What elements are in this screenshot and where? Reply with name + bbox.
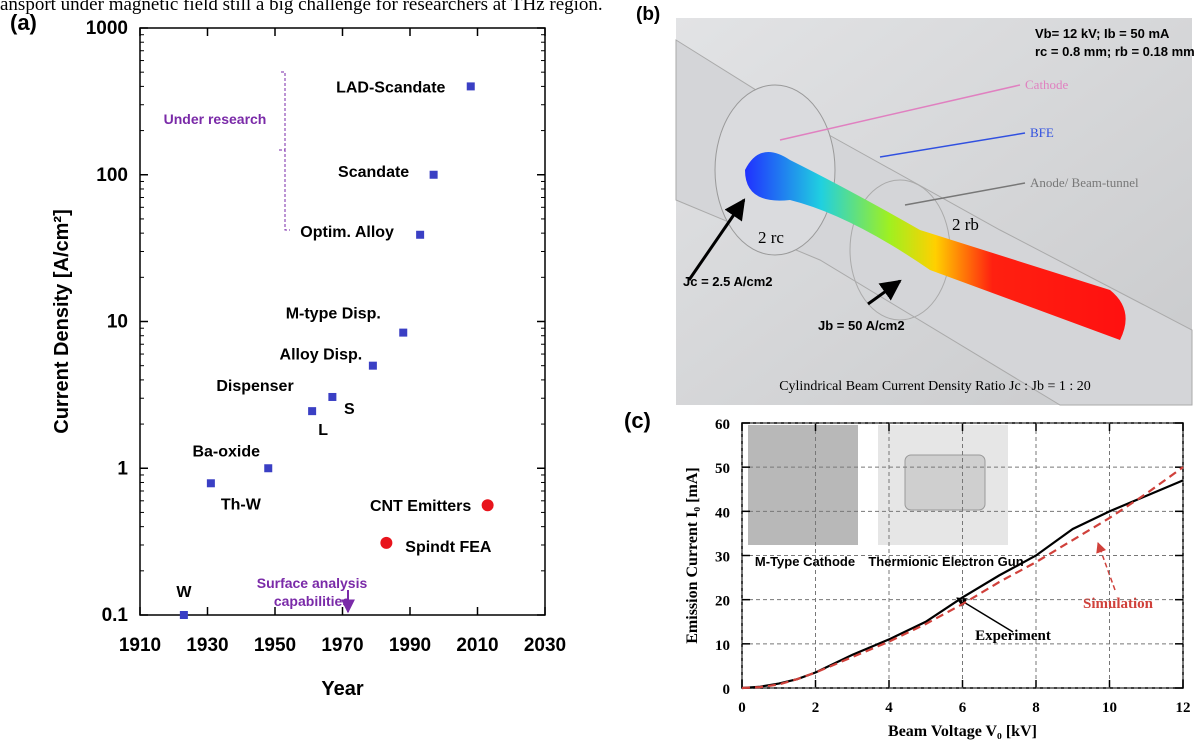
annotation: Surface analysis <box>257 575 368 591</box>
x-tick-label: 1910 <box>119 635 161 656</box>
label: 2 rc <box>758 228 784 247</box>
x-tick-label: 10 <box>1102 700 1117 716</box>
inset-caption: Thermionic Electron Gun <box>868 554 1023 569</box>
x-tick-label: 1930 <box>186 635 228 656</box>
label: BFE <box>1030 125 1054 140</box>
caption: Cylindrical Beam Current Density Ratio J… <box>779 379 1091 394</box>
y-tick-label: 50 <box>715 461 730 477</box>
param: rc = 0.8 mm; rb = 0.18 mm <box>1035 44 1195 59</box>
pointer-line <box>779 84 1021 141</box>
y-tick-label: 10 <box>107 312 128 333</box>
series-label: Experiment <box>975 628 1051 644</box>
label: Anode/ Beam-tunnel <box>1030 175 1139 190</box>
point <box>328 392 337 401</box>
point-label: Scandate <box>338 164 409 181</box>
annotation: capabilities <box>274 593 350 609</box>
point <box>429 170 438 179</box>
point-label: Optim. Alloy <box>300 224 394 241</box>
arrow <box>1096 542 1116 591</box>
point <box>368 361 377 370</box>
x-tick-label: 1950 <box>254 635 296 656</box>
point-label: Th-W <box>221 496 262 513</box>
point <box>179 611 188 619</box>
inset-caption: M-Type Cathode <box>755 554 855 569</box>
y-tick-label: 0.1 <box>102 605 129 626</box>
point-label: Alloy Disp. <box>280 347 363 364</box>
point <box>481 499 494 512</box>
y-tick-label: 60 <box>715 417 730 433</box>
panel-label: (c) <box>624 408 651 433</box>
y-tick-label: 1000 <box>86 18 128 39</box>
arrow <box>956 597 1014 633</box>
point <box>308 407 317 416</box>
param: Vb= 12 kV; Ib = 50 mA <box>1035 26 1170 41</box>
x-tick-label: 8 <box>1032 700 1040 716</box>
arrow <box>867 279 902 306</box>
series-label: Simulation <box>1083 596 1154 612</box>
point <box>206 479 215 488</box>
y-tick-label: 10 <box>715 638 730 654</box>
panel-label: (b) <box>636 4 660 25</box>
panel-b: (b) Vb= 12 kV; Ib = 50 mA rc = 0.8 mm; r… <box>636 4 1195 406</box>
point <box>264 464 273 473</box>
arrow <box>687 198 746 281</box>
point-label: LAD-Scandate <box>336 79 445 96</box>
point-label: S <box>344 401 355 418</box>
beam <box>745 152 1126 340</box>
pointer-line <box>904 182 1026 206</box>
pointer-line <box>879 132 1026 158</box>
label: Cathode <box>1025 77 1069 92</box>
x-tick-label: 4 <box>885 700 893 716</box>
series-line <box>741 466 1184 690</box>
x-tick-label: 0 <box>738 700 746 716</box>
panel-label: (a) <box>10 10 37 35</box>
y-tick-label: 30 <box>715 550 730 566</box>
x-tick-label: 1990 <box>389 635 431 656</box>
photo-object <box>904 454 986 511</box>
x-tick-label: 6 <box>959 700 967 716</box>
x-tick-label: 2 <box>812 700 820 716</box>
x-tick-label: 2030 <box>524 635 566 656</box>
y-axis-label: Emission Current I₀ [mA] <box>684 467 701 644</box>
y-axis-label: Current Density [A/cm²] <box>51 209 73 433</box>
y-tick-label: 0 <box>723 682 731 698</box>
header-text: ansport under magnetic field still a big… <box>0 0 603 15</box>
point-label: Spindt FEA <box>405 539 492 556</box>
label: Jb = 50 A/cm2 <box>818 318 905 333</box>
point-label: M-type Disp. <box>286 306 381 323</box>
bracket <box>278 71 290 231</box>
y-tick-label: 20 <box>715 594 730 610</box>
point-label: W <box>176 584 192 601</box>
label: 2 rb <box>952 215 979 234</box>
point <box>399 328 408 337</box>
point-label: CNT Emitters <box>370 498 471 515</box>
y-tick-label: 100 <box>96 165 128 186</box>
x-tick-label: 2010 <box>456 635 498 656</box>
y-tick-label: 40 <box>715 505 730 521</box>
y-tick-label: 1 <box>117 458 128 479</box>
x-axis-label: Beam Voltage V₀ [kV] <box>888 723 1037 740</box>
point-label: L <box>318 422 328 439</box>
x-axis-label: Year <box>321 678 363 700</box>
point-label: Ba-oxide <box>192 443 260 460</box>
point <box>466 82 475 91</box>
x-tick-label: 1970 <box>321 635 363 656</box>
x-tick-label: 12 <box>1176 700 1191 716</box>
point <box>380 536 393 549</box>
label: Jc = 2.5 A/cm2 <box>683 274 773 289</box>
point <box>416 230 425 239</box>
photo <box>748 425 858 545</box>
annotation: Under research <box>164 111 267 127</box>
annotation: Dispenser <box>216 378 293 395</box>
